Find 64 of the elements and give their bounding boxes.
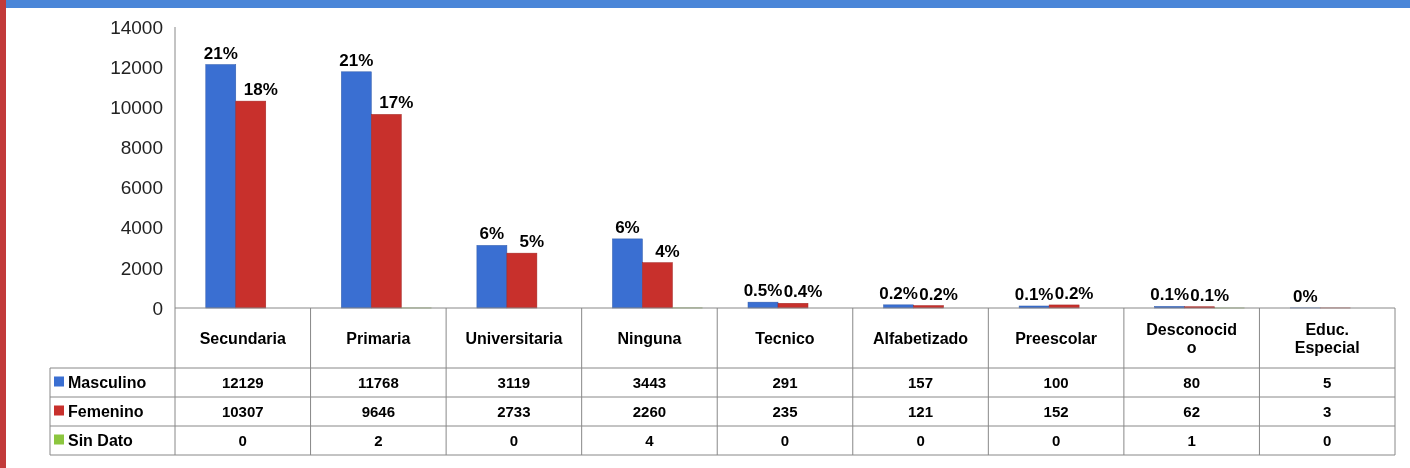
data-label: 3 [1323, 402, 1332, 420]
data-label: 0 [916, 431, 925, 449]
data-label: 100 [1043, 373, 1069, 391]
annotation: 6% [615, 217, 640, 237]
data-label: 291 [772, 373, 798, 391]
annotation: 5% [519, 232, 545, 252]
y-tick-label: 2000 [120, 257, 163, 279]
data-label: 62 [1183, 402, 1201, 420]
data-label: 3119 [497, 373, 531, 391]
y-tick-label: 12000 [110, 56, 163, 78]
y-tick-label: 8000 [120, 137, 163, 159]
legend-label: Sin Dato [68, 432, 134, 450]
annotation: 0.2% [879, 283, 918, 303]
annotation: 21% [339, 50, 374, 70]
annotation: 4% [655, 241, 680, 261]
data-label: 5 [1323, 373, 1332, 391]
y-tick-label: 6000 [120, 177, 163, 199]
data-label: 0 [509, 431, 519, 449]
data-label: 2733 [497, 402, 531, 420]
annotation: 0% [1292, 286, 1318, 306]
data-label: 0 [238, 431, 247, 449]
data-label: 80 [1183, 373, 1201, 391]
annotation: 0.1% [1190, 285, 1230, 305]
data-label: 2260 [632, 402, 667, 420]
data-label: 0 [1323, 431, 1332, 449]
x-tick-label: Alfabetizado [872, 329, 969, 347]
annotation: 0.5% [743, 281, 783, 301]
data-label: 235 [772, 402, 798, 420]
data-label: 10307 [221, 402, 264, 420]
annotation: 17% [379, 93, 414, 113]
y-tick-label: 10000 [110, 96, 163, 118]
data-label: 0 [780, 431, 790, 449]
x-tick-label: Tecnico [755, 329, 815, 347]
y-tick-label: 4000 [120, 217, 163, 239]
x-tick-label: Desconocid o [1146, 320, 1238, 356]
data-label: 0 [1051, 431, 1061, 449]
data-label: 1 [1187, 431, 1196, 449]
annotation: 0.1% [1150, 285, 1190, 305]
annotation: 0.2% [1054, 283, 1094, 303]
data-label: 3443 [632, 373, 667, 391]
x-tick-label: Primaria [346, 329, 411, 347]
data-label: 157 [908, 373, 934, 391]
data-label: 11768 [357, 373, 399, 391]
legend-label: Femenino [68, 403, 144, 421]
annotation: 18% [243, 80, 278, 100]
legend-label: Masculino [68, 374, 147, 392]
data-label: 152 [1043, 402, 1069, 420]
annotation: 0.2% [919, 284, 958, 304]
x-tick-label: Secundaria [199, 329, 286, 347]
y-tick-label: 0 [152, 297, 163, 319]
data-label: 121 [908, 402, 934, 420]
data-label: 4 [645, 431, 655, 449]
annotation: 0.1% [1014, 284, 1054, 304]
x-tick-label: Ninguna [617, 329, 682, 347]
x-tick-label: Preescolar [1015, 329, 1098, 347]
y-tick-label: 14000 [110, 16, 163, 38]
x-tick-label: Universitaria [465, 329, 563, 347]
annotation: 0.4% [783, 282, 823, 302]
data-label: 12129 [221, 373, 264, 391]
annotation: 6% [479, 224, 505, 244]
x-tick-label: Educ. Especial [1294, 320, 1360, 356]
data-label: 9646 [361, 402, 396, 420]
data-label: 2 [374, 431, 383, 449]
annotation: 21% [203, 43, 238, 63]
